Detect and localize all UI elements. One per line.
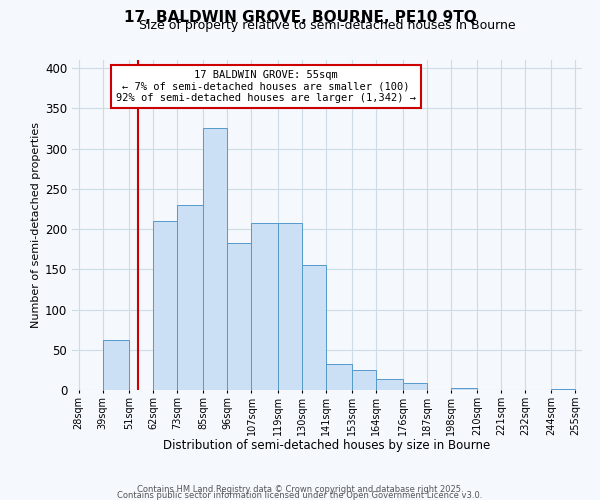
- Bar: [302, 265, 326, 390]
- Text: 17 BALDWIN GROVE: 55sqm
← 7% of semi-detached houses are smaller (100)
92% of se: 17 BALDWIN GROVE: 55sqm ← 7% of semi-det…: [116, 70, 416, 103]
- Bar: [227, 242, 251, 390]
- X-axis label: Distribution of semi-detached houses by size in Bourne: Distribution of semi-detached houses by …: [163, 439, 491, 452]
- Bar: [278, 224, 302, 390]
- Y-axis label: Number of semi-detached properties: Number of semi-detached properties: [31, 122, 41, 328]
- Bar: [251, 224, 278, 390]
- Title: Size of property relative to semi-detached houses in Bourne: Size of property relative to semi-detach…: [139, 20, 515, 32]
- Text: 17, BALDWIN GROVE, BOURNE, PE10 9TQ: 17, BALDWIN GROVE, BOURNE, PE10 9TQ: [124, 10, 476, 25]
- Bar: [352, 370, 376, 390]
- Bar: [451, 388, 477, 390]
- Bar: [551, 389, 575, 390]
- Bar: [203, 128, 227, 390]
- Bar: [326, 364, 352, 390]
- Bar: [376, 378, 403, 390]
- Text: Contains HM Land Registry data © Crown copyright and database right 2025.: Contains HM Land Registry data © Crown c…: [137, 484, 463, 494]
- Text: Contains public sector information licensed under the Open Government Licence v3: Contains public sector information licen…: [118, 490, 482, 500]
- Bar: [403, 383, 427, 390]
- Bar: [177, 205, 203, 390]
- Bar: [103, 340, 129, 390]
- Bar: [153, 221, 177, 390]
